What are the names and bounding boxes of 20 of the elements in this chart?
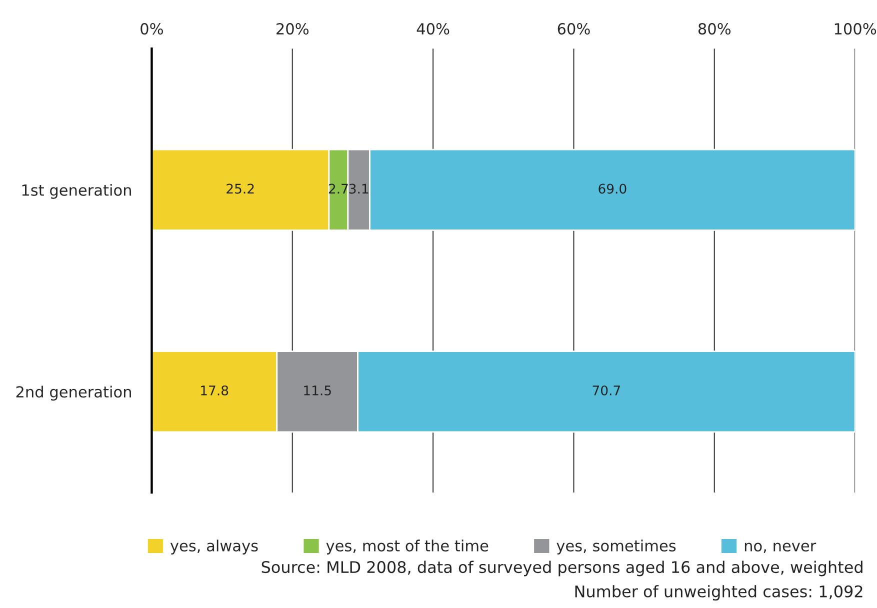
x-tick-label: 80% bbox=[698, 23, 731, 35]
text: Number of unweighted cases: 1,092 bbox=[575, 585, 862, 601]
x-tick-label: 40% bbox=[416, 23, 450, 35]
data-label: 3.1 bbox=[349, 184, 368, 194]
legend-label: yes, always bbox=[170, 540, 258, 554]
legend-label: yes, sometimes bbox=[556, 540, 676, 554]
y-tick-label: 2nd generation bbox=[16, 386, 131, 401]
x-tick-label: 0% bbox=[140, 23, 163, 35]
x-tick-label: 100% bbox=[834, 23, 876, 35]
source-note: Source: MLD 2008, data of surveyed persons aged 16 and above, weighted bbox=[262, 560, 862, 576]
legend-label: yes, most of the time bbox=[326, 540, 488, 554]
data-label: 69.0 bbox=[598, 184, 626, 194]
data-label: 17.8 bbox=[201, 385, 228, 396]
data-label: 70.7 bbox=[592, 385, 620, 396]
y-tick-label: 1st generation bbox=[22, 184, 131, 199]
legend-label: no, never bbox=[744, 542, 816, 554]
data-label: 11.5 bbox=[304, 386, 331, 396]
x-tick-label: 20% bbox=[276, 23, 309, 35]
x-tick-label: 60% bbox=[558, 23, 590, 35]
data-label: 25.2 bbox=[226, 184, 254, 194]
